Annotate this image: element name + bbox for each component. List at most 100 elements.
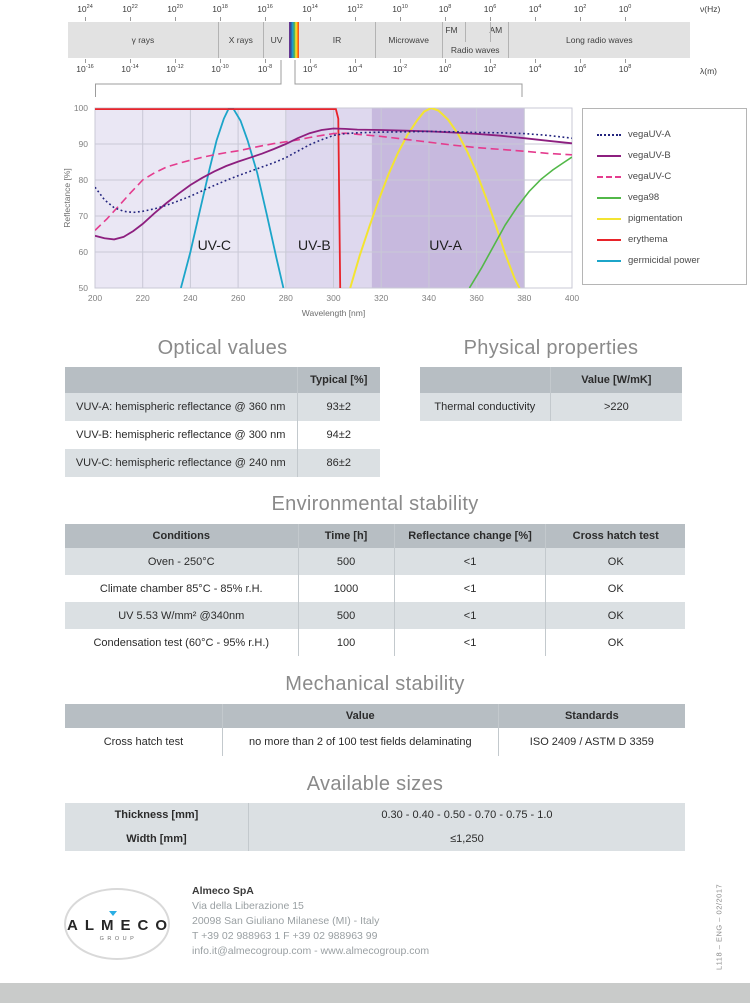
x-tick-label: 260 bbox=[231, 293, 245, 303]
scale-tick-mark bbox=[534, 17, 536, 21]
legend-items: vegaUV-A vegaUV-B vegaUV-C vega98 pigmentati… bbox=[597, 124, 746, 271]
table-cell: <1 bbox=[393, 575, 546, 602]
legend-label: vega98 bbox=[628, 192, 660, 203]
company-address-block: Almeco SpA Via della Liberazione 15 2009… bbox=[192, 884, 429, 959]
y-tick-label: 100 bbox=[74, 103, 88, 113]
table-row: Cross hatch test no more than 2 of 100 te… bbox=[65, 728, 685, 756]
legend-label: vegaUV-B bbox=[628, 150, 671, 161]
table-row: VUV-B: hemispheric reflectance @ 300 nm 9… bbox=[65, 421, 380, 449]
scale-tick-mark bbox=[489, 59, 491, 63]
table-cell: OK bbox=[545, 602, 685, 629]
table-cell: ISO 2409 / ASTM D 3359 bbox=[497, 728, 685, 756]
section-title-mechanical-stability: Mechanical stability bbox=[285, 673, 465, 695]
table-row: Oven - 250°C 500 <1 OK bbox=[65, 548, 685, 575]
scale-tick-mark bbox=[354, 17, 356, 21]
table-cell: <1 bbox=[393, 548, 546, 575]
x-tick-label: 200 bbox=[88, 293, 102, 303]
band-label: Microwave bbox=[388, 35, 429, 45]
x-tick-label: 380 bbox=[517, 293, 531, 303]
table-cell: 94±2 bbox=[296, 421, 380, 449]
band-label-radio-waves: Radio waves bbox=[450, 45, 500, 55]
table-cell: <1 bbox=[393, 629, 546, 656]
scale-tick-label: 102 bbox=[573, 4, 587, 14]
band-label-fm: FM bbox=[445, 25, 458, 35]
legend-line-sample bbox=[597, 154, 621, 157]
band-label: UV bbox=[270, 35, 283, 45]
band-segment-microwave: Microwave bbox=[374, 22, 442, 58]
section-title-environmental-stability: Environmental stability bbox=[271, 493, 479, 515]
band-segment-ir: IR bbox=[299, 22, 374, 58]
table-cell: 500 bbox=[297, 602, 394, 629]
table-row: Width [mm] ≤1,250 bbox=[65, 827, 685, 851]
table-cell: OK bbox=[545, 575, 685, 602]
x-tick-label: 240 bbox=[183, 293, 197, 303]
scale-tick-label: 1018 bbox=[212, 4, 228, 14]
table-cell: Cross hatch test bbox=[545, 524, 685, 548]
scale-tick-mark bbox=[579, 17, 581, 21]
scale-tick-mark bbox=[309, 59, 311, 63]
band-segment-long-radio-waves: Long radio waves bbox=[507, 22, 690, 58]
table-cell: Cross hatch test bbox=[103, 736, 184, 748]
mechanical-stability-table: Value Standards Cross hatch test no more th… bbox=[65, 704, 685, 756]
email-web-line: info.it@almecogroup.com - www.almecogrou… bbox=[192, 945, 430, 957]
scale-tick-mark bbox=[309, 17, 311, 21]
frequency-scale: 1024 1022 1020 1018 1016 1014 1012 1010 108 106 10… bbox=[0, 4, 750, 16]
legend-line-sample bbox=[597, 175, 621, 178]
scale-tick-mark bbox=[174, 59, 176, 63]
table-header-row: Conditions Time [h] Reflectance change [%]… bbox=[65, 524, 685, 548]
table-cell: Value [W/mK] bbox=[549, 367, 682, 393]
optical-values-table: Typical [%] VUV-A: hemispheric reflectanc… bbox=[65, 367, 380, 477]
section-title-optical-values: Optical values bbox=[157, 337, 288, 359]
curve-vegaUV-A bbox=[95, 130, 572, 214]
phone-fax-line: T +39 02 988963 1 F +39 02 988963 99 bbox=[192, 930, 378, 942]
table-cell: 93±2 bbox=[296, 393, 380, 421]
table-cell: Conditions bbox=[152, 530, 210, 542]
table-cell: Value bbox=[221, 704, 498, 728]
scale-tick-mark bbox=[444, 59, 446, 63]
scale-tick-label: 108 bbox=[618, 64, 632, 74]
x-axis-title: Wavelength [nm] bbox=[302, 308, 365, 318]
scale-tick-label: 10-6 bbox=[302, 64, 318, 74]
scale-tick-label: 10-2 bbox=[392, 64, 408, 74]
chart-legend: vegaUV-A vegaUV-B vegaUV-C vega98 pigmentati… bbox=[582, 108, 747, 285]
table-row: Climate chamber 85°C - 85% r.H. 1000 <1 OK bbox=[65, 575, 685, 602]
y-tick-label: 50 bbox=[79, 283, 89, 293]
band-segment-x-rays: X rays bbox=[217, 22, 263, 58]
legend-item: pigmentation bbox=[597, 208, 746, 229]
table-row: Thickness [mm] 0.30 - 0.40 - 0.50 - 0.70 … bbox=[65, 803, 685, 827]
table-header-row: Typical [%] bbox=[65, 367, 380, 393]
table-cell: 0.30 - 0.40 - 0.50 - 0.70 - 0.75 - 1.0 bbox=[247, 803, 685, 827]
table-cell: <1 bbox=[393, 602, 546, 629]
y-axis-title: Reflectance [%] bbox=[62, 168, 72, 228]
document-code-vertical: L118 – ENG – 02/2017 bbox=[714, 883, 724, 970]
scale-tick-label: 1022 bbox=[122, 4, 138, 14]
scale-tick-mark bbox=[129, 17, 131, 21]
scale-tick-label: 104 bbox=[528, 4, 542, 14]
scale-tick-mark bbox=[84, 59, 86, 63]
band-label: X rays bbox=[228, 35, 253, 45]
legend-label: pigmentation bbox=[628, 213, 683, 224]
y-tick-label: 60 bbox=[79, 247, 89, 257]
table-cell: VUV-C: hemispheric reflectance @ 240 nm bbox=[75, 457, 286, 469]
scale-tick-mark bbox=[399, 59, 401, 63]
wavelength-scale: 10-16 10-14 10-12 10-10 10-8 10-6 10-4 10-2 100 1… bbox=[0, 64, 750, 76]
legend-item: vega98 bbox=[597, 187, 746, 208]
wavelength-unit-label: λ(m) bbox=[700, 66, 717, 76]
section-title-physical-properties: Physical properties bbox=[463, 337, 639, 359]
x-tick-label: 360 bbox=[470, 293, 484, 303]
table-cell: OK bbox=[545, 629, 685, 656]
environmental-stability-table: Conditions Time [h] Reflectance change [%]… bbox=[65, 524, 685, 656]
table-cell bbox=[65, 704, 222, 728]
scale-tick-mark bbox=[489, 17, 491, 21]
table-cell bbox=[420, 367, 550, 393]
scale-tick-label: 1020 bbox=[167, 4, 183, 14]
scale-tick-label: 1010 bbox=[392, 4, 408, 14]
available-sizes-table: Thickness [mm] 0.30 - 0.40 - 0.50 - 0.70 … bbox=[65, 803, 685, 851]
legend-item: vegaUV-B bbox=[597, 145, 746, 166]
bottom-gray-bar bbox=[0, 983, 750, 1003]
spectrum-top-ticks bbox=[0, 17, 750, 21]
table-row: Condensation test (60°C - 95% r.H.) 100 <1… bbox=[65, 629, 685, 656]
table-cell: Oven - 250°C bbox=[147, 555, 215, 568]
scale-tick-label: 10-12 bbox=[166, 64, 184, 74]
